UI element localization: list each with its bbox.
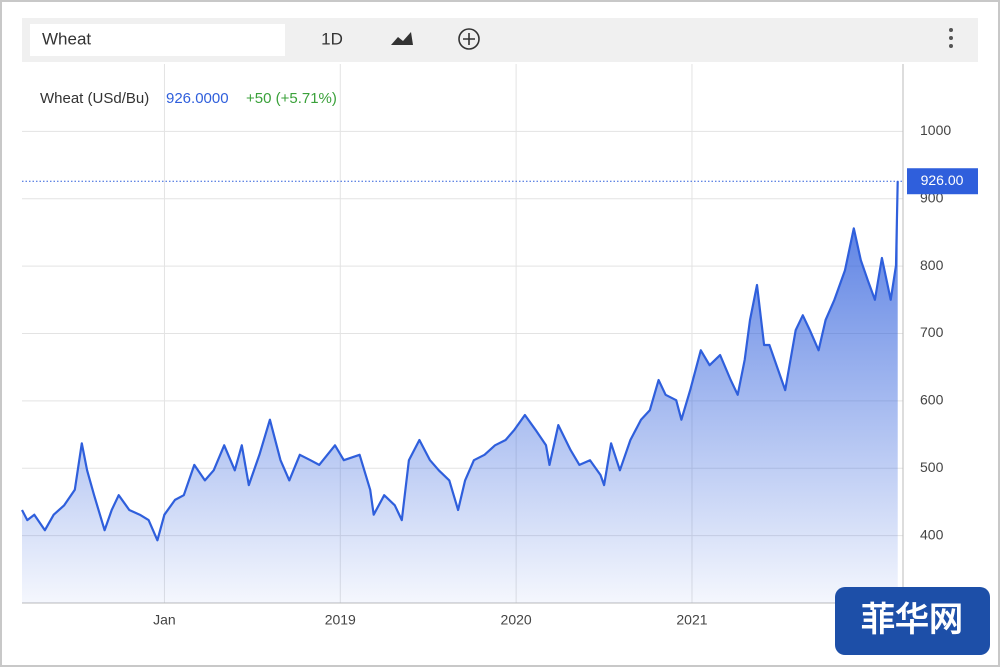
y-tick-label: 400 [920,526,944,542]
price-tag: 926.00 [921,172,964,188]
interval[interactable]: 1D [321,29,343,48]
area-fill [22,181,898,603]
menu-icon[interactable] [949,28,953,48]
price-line [21,181,899,542]
watermark-badge [835,587,990,655]
y-tick-label: 1000 [920,122,951,138]
y-tick-label: 800 [920,257,944,273]
symbol[interactable]: Wheat [42,29,91,48]
chart-type-icon[interactable] [391,32,413,45]
y-tick-label: 700 [920,324,944,340]
price-tag-box [907,168,978,195]
symbol-box[interactable] [30,24,285,56]
y-tick-label: 600 [920,392,944,408]
x-tick-label: 2019 [325,612,356,628]
quote-price: 926.0000 [166,90,229,107]
add-icon-cross [463,33,475,45]
x-tick-label: 2020 [501,612,532,628]
x-tick-label: 2021 [676,612,707,628]
watermark: 菲华网 [861,601,963,639]
quote-name: Wheat (USd/Bu) [40,90,149,107]
add-icon[interactable] [458,28,480,50]
quote-change: +50 (+5.71%) [246,90,337,107]
x-tick-label: Jan [153,612,176,628]
y-tick-label: 500 [920,459,944,475]
